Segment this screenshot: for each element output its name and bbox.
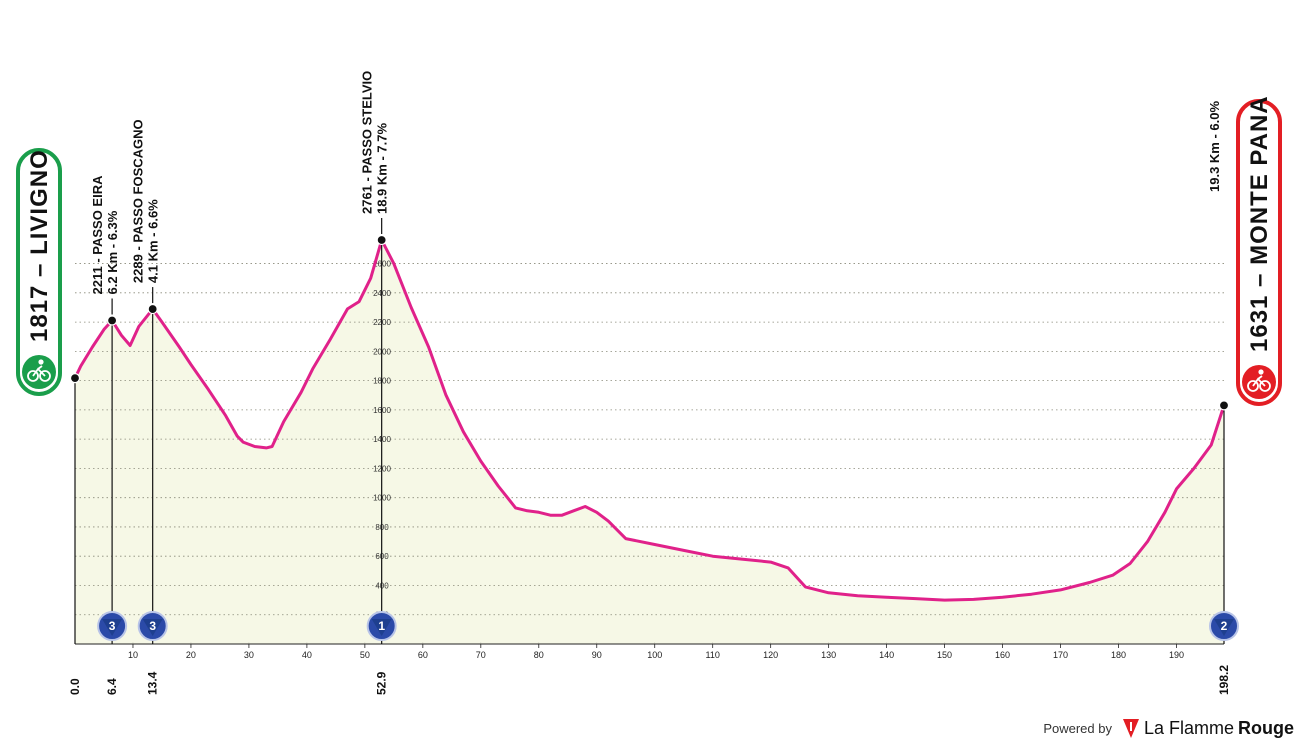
climb-0-category-icon: 3 xyxy=(97,611,128,641)
climb-0-name: 2211 - PASSO EIRA xyxy=(90,175,105,295)
y-tick-2200: 2200 xyxy=(373,318,391,327)
x-tick-50: 50 xyxy=(360,650,370,660)
x-tick-160: 160 xyxy=(995,650,1010,660)
x-tick-140: 140 xyxy=(879,650,894,660)
x-tick-90: 90 xyxy=(592,650,602,660)
climb-3-category-icon: 2 xyxy=(1209,611,1239,641)
x-tick-110: 110 xyxy=(706,650,720,660)
start-point xyxy=(69,373,81,384)
start-cyclist-icon xyxy=(22,355,56,389)
x-tick-80: 80 xyxy=(534,650,544,660)
climb-3-category: 2 xyxy=(1221,619,1228,633)
start-badge-label: 1817 – LIVIGNO xyxy=(26,149,53,342)
climb-2-name: 2761 - PASSO STELVIO xyxy=(360,71,375,214)
finish-badge-label: 1631 – MONTE PANA xyxy=(1246,95,1273,352)
start-badge: 1817 – LIVIGNO xyxy=(16,148,62,396)
profile-area xyxy=(75,240,1224,644)
x-tick-20: 20 xyxy=(186,650,196,660)
finish-cyclist-icon xyxy=(1242,365,1276,399)
climb-0-details: 6.2 Km - 6.3% xyxy=(105,210,120,294)
powered-by: Powered by La Flamme Rouge xyxy=(1043,717,1294,739)
brand-name: La Flamme xyxy=(1143,717,1234,738)
x-tick-60: 60 xyxy=(418,650,428,660)
powered-by-label: Powered by xyxy=(1043,720,1112,736)
climb-0-category: 3 xyxy=(109,619,116,633)
climb-2-category-icon: 1 xyxy=(366,611,397,641)
climb-1-category-icon: 3 xyxy=(137,611,168,641)
x-tick-70: 70 xyxy=(476,650,486,660)
climb-1-name: 2289 - PASSO FOSCAGNO xyxy=(131,119,146,283)
x-tick-100: 100 xyxy=(647,650,662,660)
brand-logo: La Flamme Rouge xyxy=(1122,717,1294,739)
x-tick-130: 130 xyxy=(821,650,836,660)
x-tick-170: 170 xyxy=(1053,650,1068,660)
y-tick-2600: 2600 xyxy=(373,260,391,269)
climb-1-summit-point xyxy=(147,303,158,315)
climb-3-details: 19.3 Km - 6.0% xyxy=(1207,101,1222,192)
climb-2-details: 18.9 Km - 7.7% xyxy=(375,123,390,214)
y-tick-1000: 1000 xyxy=(373,494,391,503)
profile-line xyxy=(73,238,1226,602)
x-tick-40: 40 xyxy=(302,650,312,660)
start-km-label: 0.0 xyxy=(68,678,82,695)
y-tick-1800: 1800 xyxy=(373,377,391,386)
finish-badge: 1631 – MONTE PANA xyxy=(1236,95,1282,406)
x-tick-10: 10 xyxy=(128,650,138,660)
brand-name-bold: Rouge xyxy=(1238,717,1294,738)
x-tick-190: 190 xyxy=(1169,650,1184,660)
y-tick-1600: 1600 xyxy=(373,406,391,415)
x-tick-120: 120 xyxy=(763,650,778,660)
x-tick-180: 180 xyxy=(1111,650,1126,660)
climb-1-details: 4.1 Km - 6.6% xyxy=(146,199,161,283)
climb-0-km-label: 6.4 xyxy=(105,678,119,695)
finish-km-label: 198.2 xyxy=(1217,665,1231,695)
climb-1-category: 3 xyxy=(149,619,156,633)
climb-1-km-label: 13.4 xyxy=(146,671,160,695)
climb-2-category: 1 xyxy=(378,619,385,633)
flame-logo-icon xyxy=(1122,719,1139,738)
y-tick-2400: 2400 xyxy=(373,289,391,298)
climb-2-km-label: 52.9 xyxy=(375,671,389,695)
x-tick-30: 30 xyxy=(244,650,254,660)
climb-2-summit-point xyxy=(376,234,387,246)
climb-0-summit-point xyxy=(107,315,118,326)
x-tick-150: 150 xyxy=(937,650,952,660)
finish-point xyxy=(1218,400,1230,411)
y-tick-1400: 1400 xyxy=(373,435,391,444)
y-tick-1200: 1200 xyxy=(373,464,391,473)
y-tick-2000: 2000 xyxy=(373,347,391,356)
